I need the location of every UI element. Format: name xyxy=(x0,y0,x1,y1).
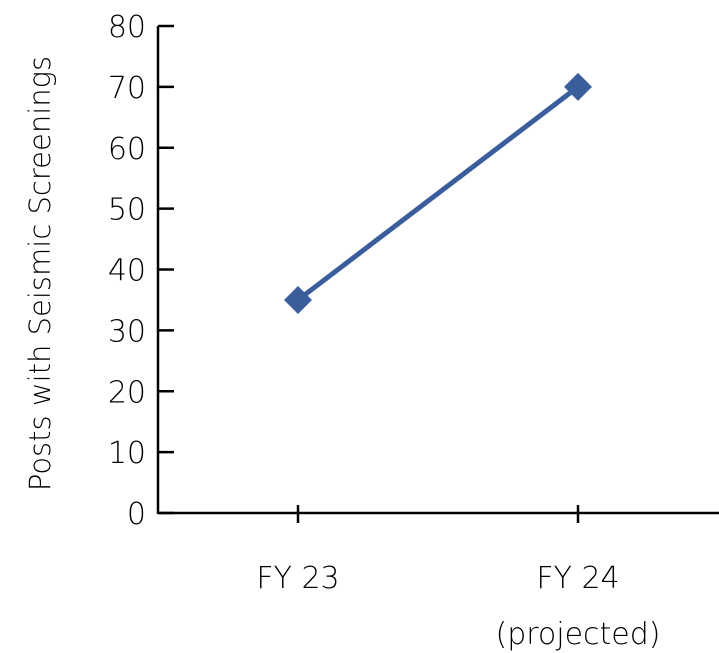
y-tick-label: 10 xyxy=(108,436,146,471)
y-axis-ticks: 0 10 20 30 40 50 60 70 80 xyxy=(108,10,174,532)
axes xyxy=(156,26,719,515)
x-tick-label: FY 24 xyxy=(536,561,619,596)
x-axis-ticks: FY 23 FY 24 (projected) xyxy=(256,505,661,652)
series-group xyxy=(284,72,592,314)
data-point-marker xyxy=(564,72,592,101)
y-tick-label: 40 xyxy=(108,254,146,289)
y-tick-label: 50 xyxy=(108,193,146,228)
x-tick-label: (projected) xyxy=(495,617,660,652)
data-point-marker xyxy=(284,285,312,314)
y-tick-label: 80 xyxy=(108,10,146,45)
y-axis-title: Posts with Seismic Screenings xyxy=(23,56,57,491)
y-tick-label: 0 xyxy=(127,497,146,532)
y-tick-label: 30 xyxy=(108,314,146,349)
series-line xyxy=(296,84,580,302)
y-axis-title-group: Posts with Seismic Screenings xyxy=(23,56,57,491)
x-tick-label: FY 23 xyxy=(256,561,339,596)
y-tick-label: 70 xyxy=(108,71,146,106)
y-tick-label: 20 xyxy=(108,375,146,410)
y-tick-label: 60 xyxy=(108,132,146,167)
